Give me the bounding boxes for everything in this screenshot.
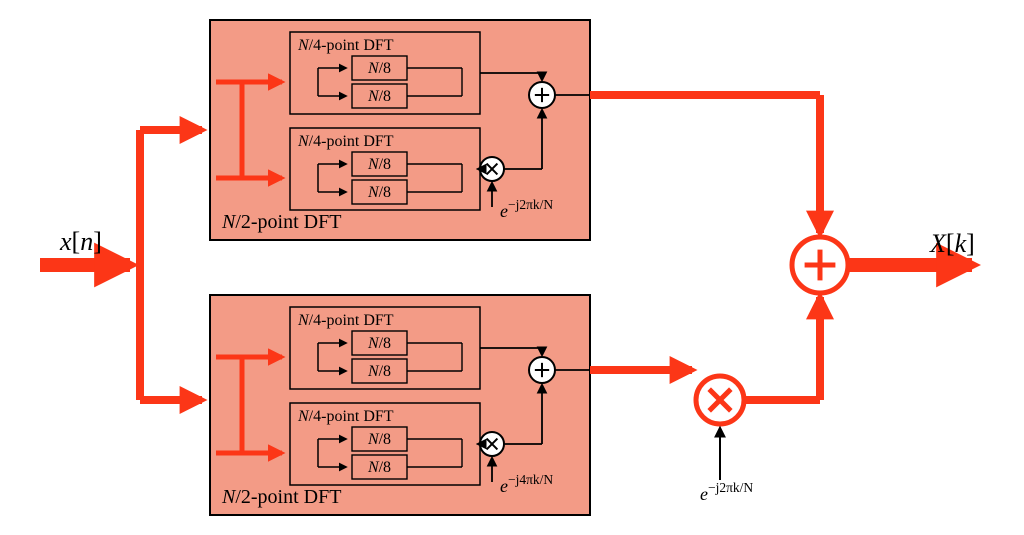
svg-text:N/8: N/8: [367, 363, 391, 380]
svg-text:N/4-point DFT: N/4-point DFT: [297, 408, 394, 425]
half-dft-block: N/4-point DFT N/8 N/8 N/4-point DFT N/8 N/8 N/…: [210, 20, 590, 240]
svg-text:N/8: N/8: [367, 88, 391, 105]
svg-text:N/8: N/8: [367, 184, 391, 201]
twiddle-outer: e−j2πk/N: [700, 480, 753, 504]
output-label: X[k]: [929, 229, 975, 258]
input-label: x[n]: [59, 227, 102, 256]
svg-text:N/2-point DFT: N/2-point DFT: [221, 211, 341, 233]
svg-text:N/4-point DFT: N/4-point DFT: [297, 37, 394, 54]
svg-text:N/8: N/8: [367, 60, 391, 77]
half-dft-block: N/4-point DFT N/8 N/8 N/4-point DFT N/8 N/8 N/…: [210, 295, 590, 515]
svg-text:N/8: N/8: [367, 156, 391, 173]
svg-text:N/2-point DFT: N/2-point DFT: [221, 486, 341, 508]
svg-text:N/4-point DFT: N/4-point DFT: [297, 133, 394, 150]
svg-text:N/8: N/8: [367, 431, 391, 448]
svg-text:N/8: N/8: [367, 335, 391, 352]
svg-text:N/8: N/8: [367, 459, 391, 476]
svg-text:N/4-point DFT: N/4-point DFT: [297, 312, 394, 329]
